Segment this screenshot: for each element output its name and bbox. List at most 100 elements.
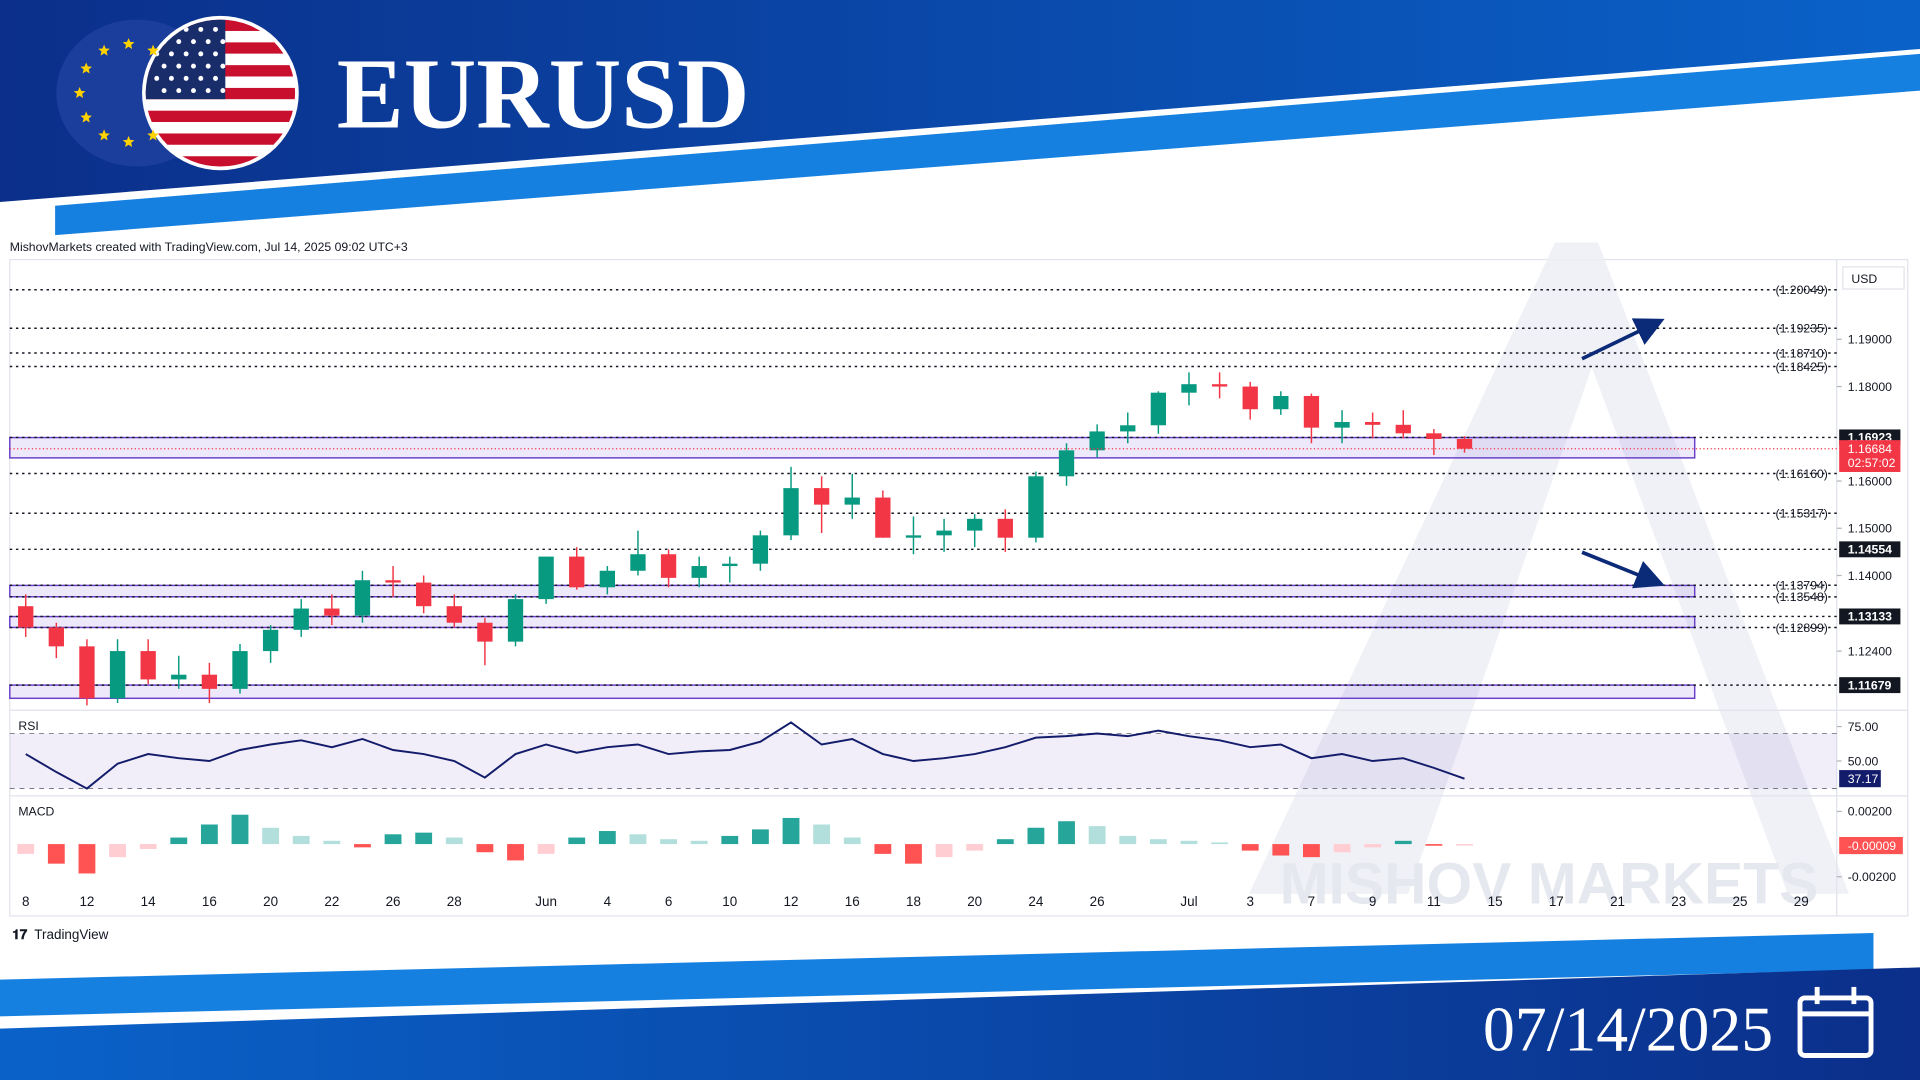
us-star: [154, 75, 160, 81]
x-tick-label: 16: [202, 894, 217, 909]
us-star: [176, 63, 182, 69]
us-star: [176, 39, 182, 45]
us-star: [161, 88, 167, 94]
candle-body: [1120, 425, 1136, 432]
header-band: [0, 0, 1920, 203]
us-star: [176, 88, 182, 94]
x-tick-label: 20: [263, 894, 278, 909]
x-tick-label: 3: [1246, 894, 1253, 909]
key-level-box: [1839, 541, 1901, 558]
level-label: (1.20049): [1776, 283, 1828, 297]
currency-box: [1842, 266, 1905, 290]
candle-body: [936, 530, 952, 536]
macd-bar: [721, 835, 739, 845]
level-label: (1.15317): [1776, 507, 1828, 521]
us-star: [220, 63, 226, 69]
macd-bar: [1149, 839, 1167, 845]
x-tick-label: 12: [79, 894, 94, 909]
candle-body: [293, 608, 309, 630]
macd-bar: [384, 834, 402, 845]
us-star: [213, 75, 218, 81]
macd-bar: [568, 837, 586, 845]
key-level-label: 1.14554: [1848, 543, 1892, 557]
candle-body: [967, 518, 983, 531]
macd-bar: [537, 844, 555, 854]
macd-bar: [813, 824, 831, 845]
rsi-value-box: [1839, 770, 1881, 788]
candle-body: [1058, 450, 1075, 477]
macd-bar: [1425, 844, 1443, 846]
arrow-down: [1581, 550, 1665, 589]
zone: [9, 584, 1696, 598]
macd-bar: [1027, 827, 1045, 845]
macd-bar: [782, 817, 800, 845]
macd-bar: [1272, 844, 1290, 856]
macd-bar: [354, 844, 371, 848]
macd-bar: [109, 844, 126, 858]
level-label: (1.18425): [1776, 360, 1828, 374]
zone: [9, 436, 1696, 459]
x-tick-label: 16: [845, 894, 860, 909]
candle-body: [79, 646, 95, 699]
x-tick-label: 25: [1733, 894, 1748, 909]
eu-star: [122, 37, 135, 49]
candle-body: [538, 556, 554, 600]
macd-bar: [139, 844, 157, 849]
candle-body: [354, 580, 371, 616]
x-tick-label: 20: [967, 894, 982, 909]
us-star: [220, 88, 226, 94]
us-stripe: [145, 133, 296, 145]
macd-bar: [292, 835, 310, 845]
calendar-icon: [1797, 986, 1874, 1058]
candle-body: [630, 554, 646, 571]
candle-body: [1426, 433, 1442, 439]
macd-bar: [690, 840, 708, 845]
page-title: EURUSD: [337, 38, 750, 149]
x-tick-label: 15: [1488, 894, 1503, 909]
macd-bar: [843, 837, 861, 845]
x-tick-label: 12: [784, 894, 799, 909]
date: 07/14/2025: [1483, 994, 1773, 1065]
us-stripe: [145, 99, 296, 111]
candle-body: [171, 674, 187, 680]
header-stripe: [55, 53, 1920, 236]
macd-bar: [874, 844, 892, 854]
candle-body: [783, 488, 799, 536]
eu-star: [147, 44, 159, 56]
eu-star: [73, 86, 86, 98]
candle-body: [905, 535, 922, 538]
y-tick-label: 1.15000: [1848, 522, 1892, 536]
x-tick-label: 14: [141, 894, 156, 909]
macd-bar: [17, 844, 35, 854]
x-tick-label: 24: [1028, 894, 1043, 909]
eu-star: [98, 129, 110, 141]
candle-body: [1365, 421, 1381, 425]
macd-value-label: -0.00009: [1848, 839, 1896, 853]
x-tick-label: 18: [906, 894, 921, 909]
us-stripe: [145, 110, 296, 123]
eu-star: [122, 135, 135, 147]
candle-body: [844, 497, 860, 505]
us-star: [161, 63, 167, 69]
candle-body: [262, 629, 279, 652]
candle-body: [752, 535, 769, 564]
x-tick-label: 11: [1427, 894, 1441, 909]
rsi-line: [25, 721, 1465, 790]
x-tick-label: Jun: [535, 894, 557, 909]
y-tick-label: 1.19000: [1848, 333, 1892, 347]
y-tick-label: 75.00: [1848, 720, 1879, 734]
y-tick-label: 1.18000: [1848, 380, 1892, 394]
candle-body: [1181, 384, 1197, 393]
macd-bar: [1333, 844, 1351, 853]
us-star: [191, 39, 196, 45]
macd-bar: [1088, 826, 1106, 845]
macd-bar: [200, 824, 218, 845]
zone: [9, 615, 1696, 629]
brand-name: TradingView: [34, 927, 108, 942]
us-flag: [145, 19, 296, 167]
macd-bar: [231, 814, 249, 845]
us-star: [168, 75, 174, 81]
chart-frame: [9, 258, 1909, 917]
level-label: (1.13794): [1776, 579, 1828, 593]
